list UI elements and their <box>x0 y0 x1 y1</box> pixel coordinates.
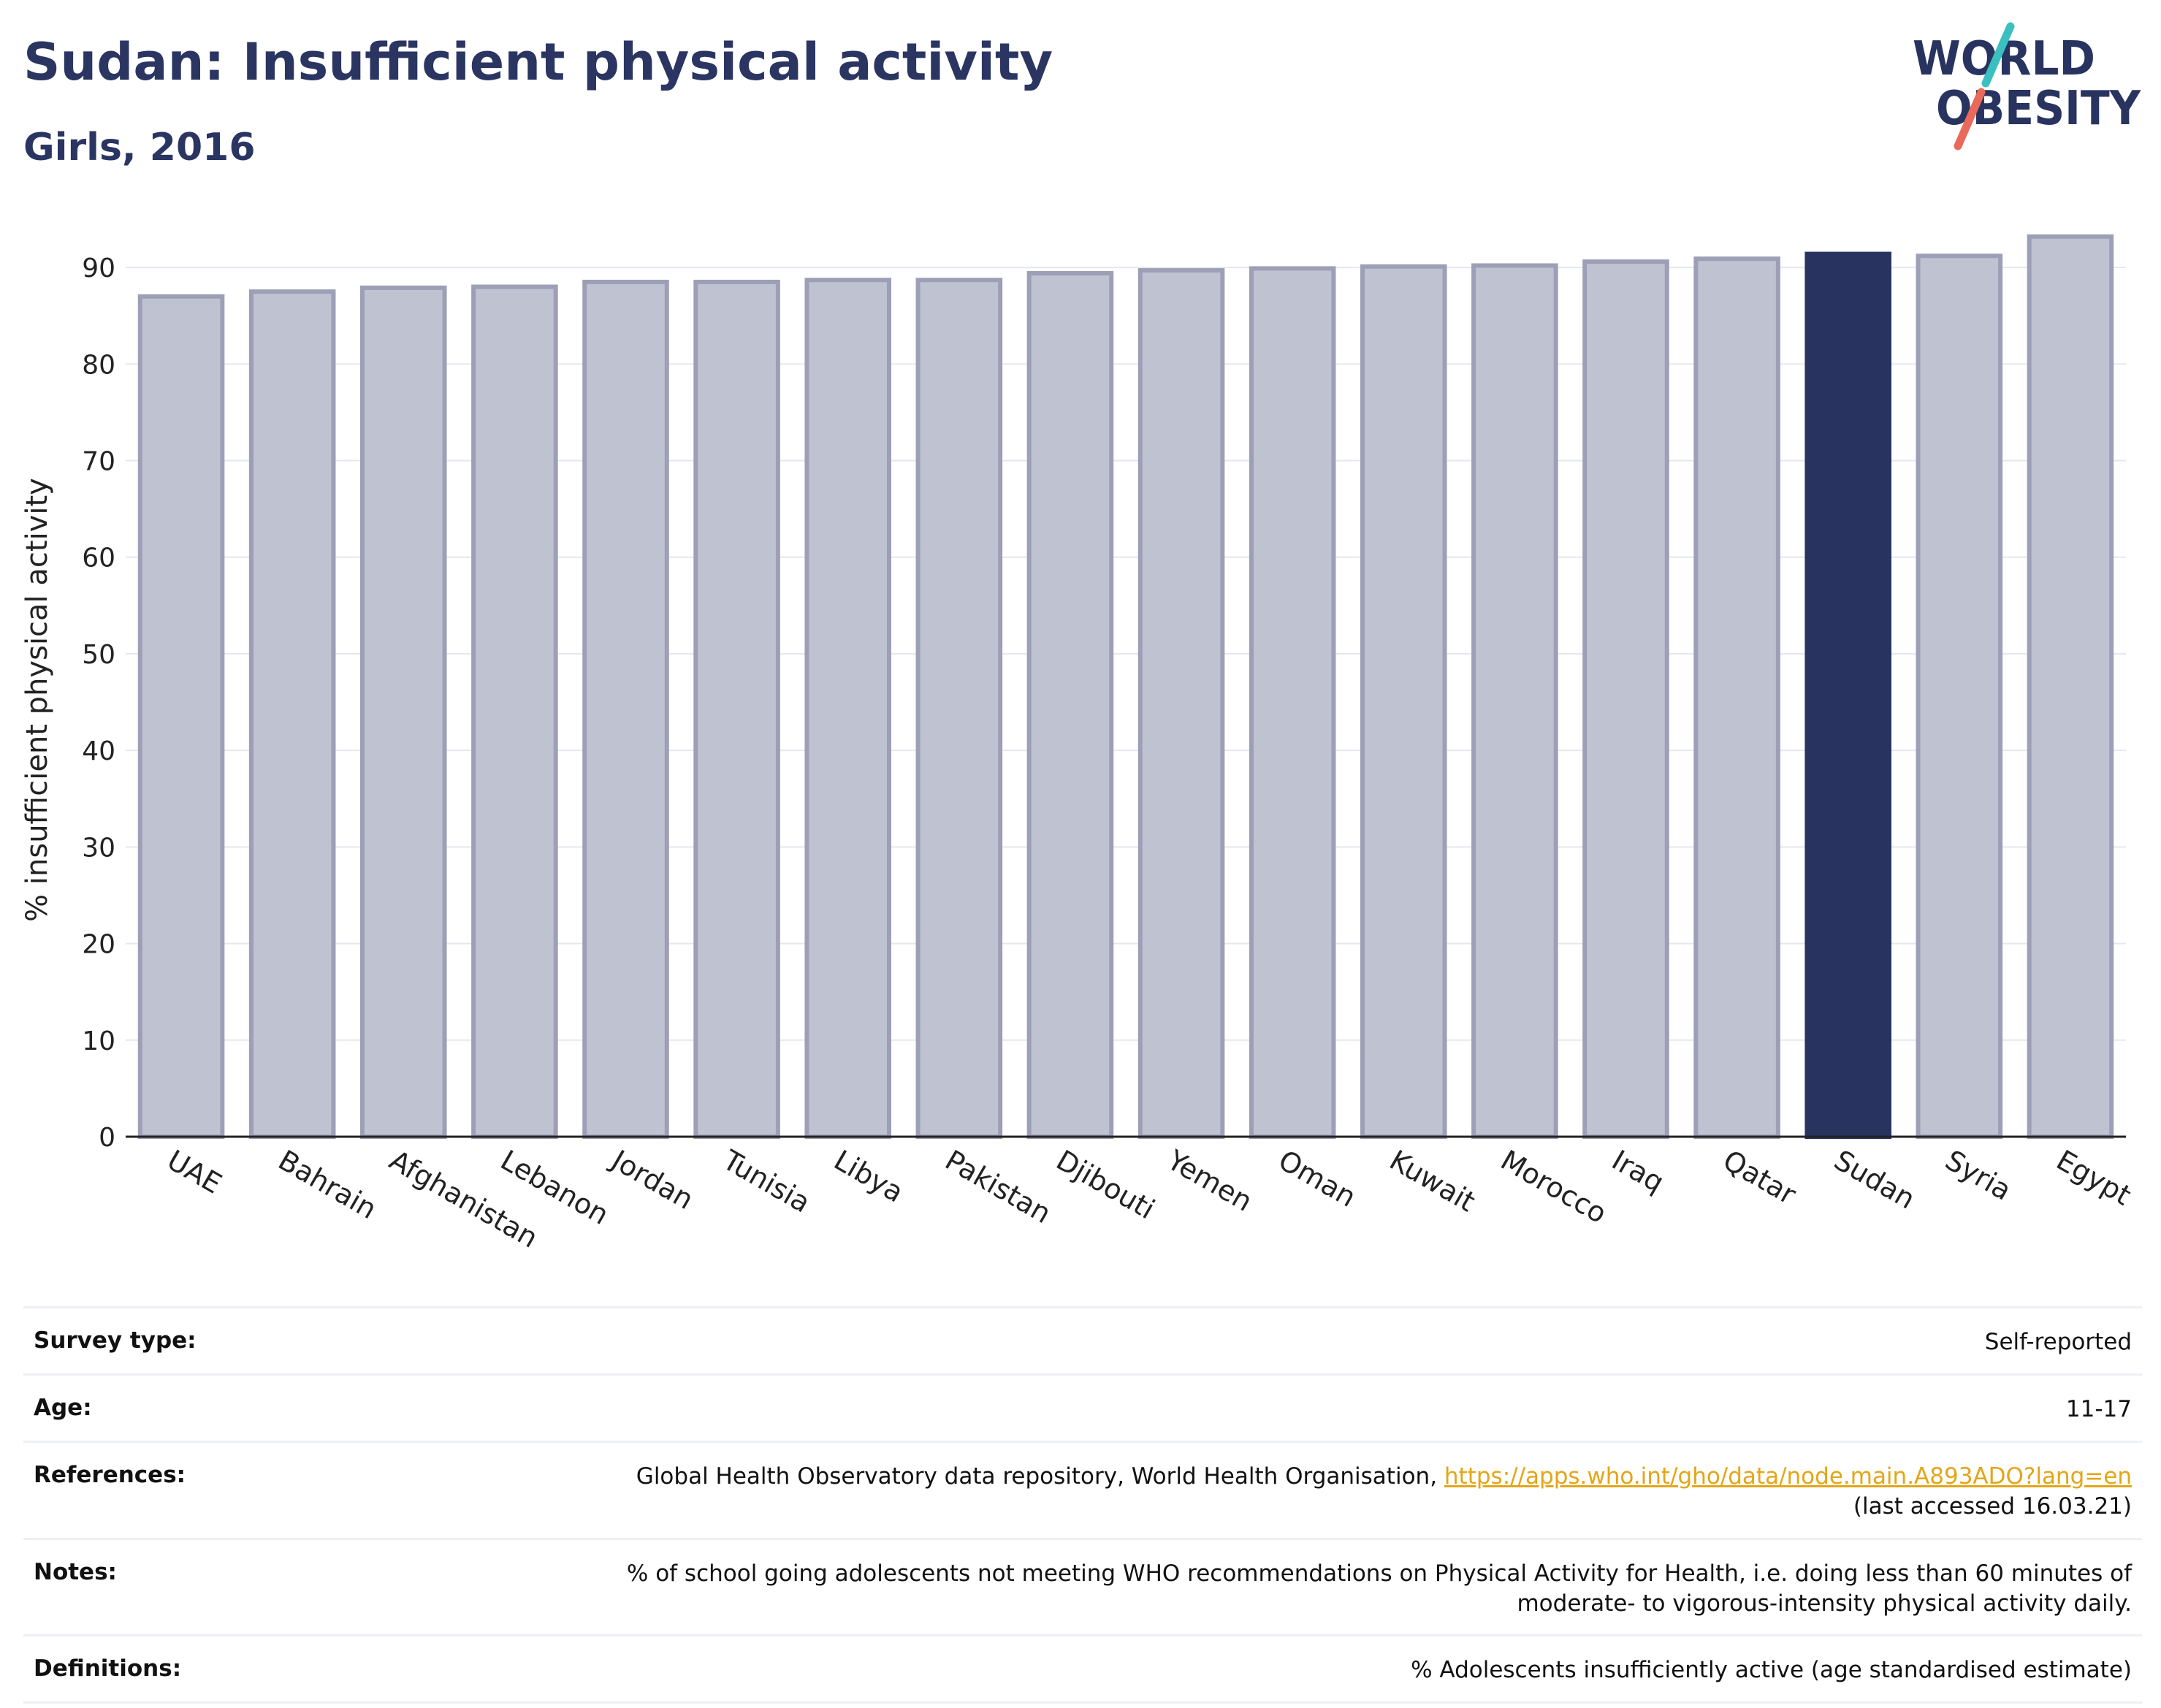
meta-row-notes: Notes: % of school going adolescents not… <box>23 1537 2142 1635</box>
x-tick-label-sudan: Sudan <box>1829 1144 1921 1216</box>
bar-oman <box>1249 266 1336 1139</box>
y-tick-label: 10 <box>82 1026 115 1056</box>
x-tick-label-libya: Libya <box>828 1144 909 1209</box>
metadata-table: Survey type: Self-reported Age: 11-17 Re… <box>23 1306 2142 1704</box>
y-tick-label: 20 <box>82 930 115 960</box>
bar-sudan <box>1804 251 1892 1139</box>
bar-jordan <box>582 279 669 1139</box>
y-tick-label: 50 <box>82 640 115 670</box>
y-tick-label: 70 <box>82 447 115 477</box>
meta-row-definitions: Definitions: % Adolescents insufficientl… <box>23 1634 2142 1704</box>
x-tick-label-bahrain: Bahrain <box>273 1144 382 1226</box>
survey-type-label: Survey type: <box>34 1327 197 1354</box>
notes-line-2: moderate- to vigorous-intensity physical… <box>1517 1590 2132 1617</box>
x-tick-label-oman: Oman <box>1273 1144 1362 1213</box>
x-tick-label-syria: Syria <box>1940 1144 2016 1207</box>
logo-slash-teal <box>1981 22 2015 88</box>
bar-kuwait <box>1360 264 1447 1139</box>
bar-afghanistan <box>359 285 447 1139</box>
x-tick-label-jordan: Jordan <box>605 1143 698 1216</box>
x-tick-label-pakistan: Pakistan <box>940 1144 1056 1230</box>
references-accessed: (last accessed 16.03.21) <box>1853 1492 2132 1520</box>
meta-row-references: References: Global Health Observatory da… <box>23 1440 2142 1538</box>
survey-type-value: Self-reported <box>1984 1329 2132 1355</box>
x-tick-label-kuwait: Kuwait <box>1384 1144 1481 1219</box>
y-tick-label: 60 <box>82 544 115 573</box>
y-tick-label: 90 <box>82 253 115 283</box>
notes-line-1: % of school going adolescents not meetin… <box>626 1560 2132 1587</box>
references-text: Global Health Observatory data repositor… <box>636 1463 1444 1490</box>
gridlines <box>126 267 2126 1041</box>
definitions-label: Definitions: <box>34 1655 182 1682</box>
x-tick-label-yemen: Yemen <box>1162 1143 1258 1218</box>
bar-qatar <box>1693 256 1780 1140</box>
definitions-value: % Adolescents insufficiently active (age… <box>1411 1657 2132 1684</box>
meta-row-survey-type: Survey type: Self-reported <box>23 1306 2142 1373</box>
x-tick-label-morocco: Morocco <box>1495 1144 1612 1230</box>
bar-iraq <box>1582 259 1669 1140</box>
x-tick-label-qatar: Qatar <box>1718 1144 1802 1211</box>
bar-tunisia <box>693 279 780 1139</box>
x-tick-label-tunisia: Tunisia <box>717 1143 815 1219</box>
x-tick-label-uae: UAE <box>162 1144 227 1200</box>
references-label: References: <box>34 1461 186 1488</box>
world-obesity-logo: WORLD OBESITY <box>1913 22 2141 150</box>
bar-egypt <box>2027 234 2114 1140</box>
references-link[interactable]: https://apps.who.int/gho/data/node.main.… <box>1444 1463 2132 1490</box>
bar-yemen <box>1137 268 1225 1140</box>
notes-label: Notes: <box>34 1558 117 1585</box>
y-tick-label: 30 <box>82 833 115 863</box>
logo-slash-coral <box>1954 88 1986 150</box>
bar-morocco <box>1471 263 1558 1139</box>
bar-syria <box>1916 253 2003 1140</box>
bars <box>137 234 2114 1140</box>
x-tick-label-djibouti: Djibouti <box>1051 1144 1160 1226</box>
notes-value: % of school going adolescents not meetin… <box>627 1559 2132 1619</box>
y-tick-label: 0 <box>99 1123 115 1153</box>
references-value: Global Health Observatory data repositor… <box>636 1462 2132 1522</box>
bar-uae <box>137 294 225 1139</box>
bar-lebanon <box>471 284 558 1139</box>
chart-subtitle: Girls, 2016 <box>23 126 256 169</box>
bar-pakistan <box>915 278 1003 1140</box>
chart-title: Sudan: Insufficient physical activity <box>23 32 1053 92</box>
x-tick-label-egypt: Egypt <box>2051 1144 2136 1212</box>
y-tick-label: 40 <box>82 736 115 766</box>
meta-row-age: Age: 11-17 <box>23 1373 2142 1441</box>
y-tick-label: 80 <box>82 350 115 380</box>
bar-djibouti <box>1026 271 1114 1140</box>
x-tick-label-iraq: Iraq <box>1607 1144 1669 1199</box>
bar-libya <box>804 278 892 1140</box>
age-label: Age: <box>34 1394 92 1421</box>
y-axis-label: % insufficient physical activity <box>20 478 54 922</box>
bar-bahrain <box>248 289 336 1140</box>
age-value: 11-17 <box>2065 1395 2132 1422</box>
